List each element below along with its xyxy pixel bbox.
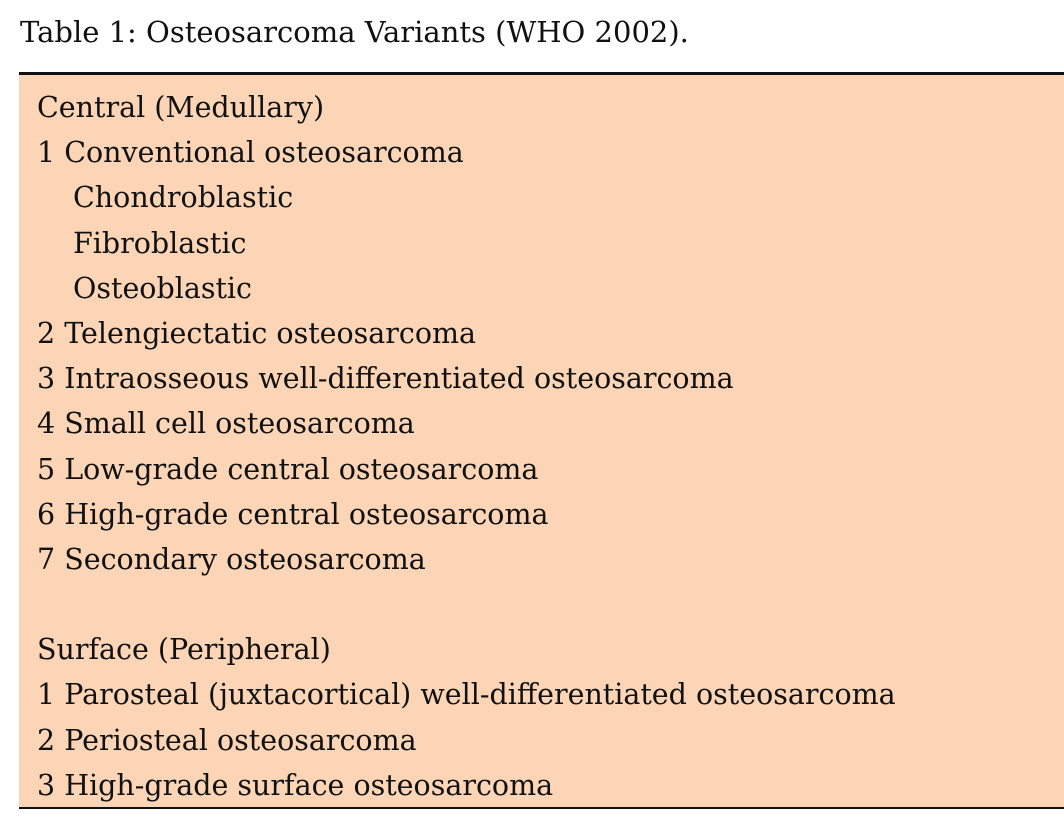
table-row: 3 High-grade surface osteosarcoma [37, 768, 554, 802]
table-row: 7 Secondary osteosarcoma [37, 542, 426, 576]
table-caption: Table 1: Osteosarcoma Variants (WHO 2002… [20, 15, 689, 49]
table-row: 2 Periosteal osteosarcoma [37, 723, 417, 757]
table-row: 1 Parosteal (juxtacortical) well-differe… [37, 678, 896, 712]
table-row: 6 High-grade central osteosarcoma [37, 497, 549, 531]
table-row: 5 Low-grade central osteosarcoma [37, 452, 539, 486]
table-row: 2 Telengiectatic osteosarcoma [37, 316, 477, 350]
table-row: 1 Conventional osteosarcoma [37, 136, 464, 170]
table-row: 4 Small cell osteosarcoma [37, 407, 415, 441]
table-row: Central (Medullary) [37, 91, 325, 124]
blank-row [37, 582, 1064, 627]
table-row: Surface (Peripheral) [37, 633, 331, 667]
osteosarcoma-variants-table: Central (Medullary) 1 Conventional osteos… [19, 72, 1064, 809]
table-row: Osteoblastic [73, 271, 252, 305]
table-row: 3 Intraosseous well-differentiated osteo… [37, 362, 734, 396]
table-row: Fibroblastic [73, 226, 247, 260]
table-row: Chondroblastic [73, 181, 294, 215]
